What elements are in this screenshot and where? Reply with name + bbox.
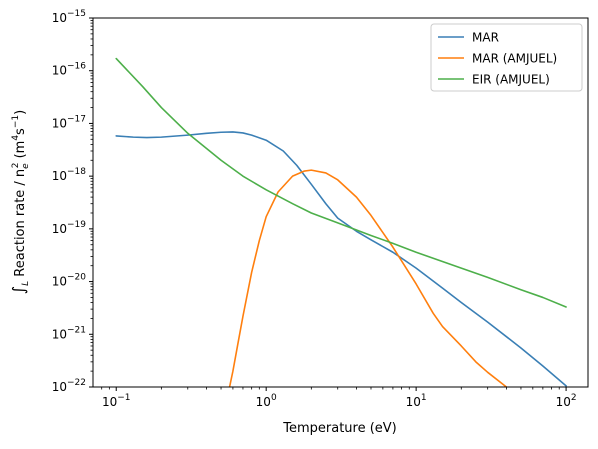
y-tick-label-3: 10−19 [52, 220, 87, 236]
y-axis-label-integral: ∫ [9, 286, 28, 294]
legend: MAR MAR (AMJUEL) EIR (AMJUEL) [430, 23, 583, 92]
y-axis-label-units-open: (m [13, 141, 28, 163]
y-tick-label-7: 10−15 [52, 9, 86, 25]
series-line-1 [228, 169, 508, 387]
y-tick-label-1: 10−21 [52, 325, 86, 341]
legend-entries: MAR MAR (AMJUEL) EIR (AMJUEL) [438, 31, 557, 87]
legend-label-2: EIR (AMJUEL) [472, 73, 550, 87]
x-axis-label: Temperature (eV) [282, 421, 397, 436]
y-axis-label-units-close: ) [13, 110, 28, 115]
y-axis-label-n-sub: e [21, 163, 31, 169]
y-tick-label-0: 10−22 [52, 378, 86, 394]
y-axis-label-units-sup1: 4 [11, 135, 21, 141]
y-axis-label-integral-sub: L [21, 281, 31, 286]
y-tick-label-6: 10−16 [52, 62, 87, 78]
x-tick-label-1: 100 [256, 393, 277, 409]
y-tick-label-5: 10−17 [52, 114, 86, 130]
y-axis-label: ∫L Reaction rate / ne2 (m4s−1) [9, 110, 31, 294]
x-axis-ticks: 10−1 100 101 102 [101, 387, 577, 409]
x-tick-label-2: 101 [406, 393, 427, 409]
series-line-2 [115, 57, 567, 308]
y-tick-label-2: 10−20 [52, 273, 87, 289]
legend-label-1: MAR (AMJUEL) [472, 52, 557, 66]
x-tick-label-3: 102 [556, 393, 577, 409]
x-tick-label-0: 10−1 [102, 393, 131, 409]
legend-box [430, 23, 583, 92]
y-tick-label-4: 10−18 [52, 167, 87, 183]
series-group [115, 57, 567, 387]
y-axis-label-units-mid: s [13, 128, 28, 135]
y-axis-label-units-sup2: −1 [11, 115, 21, 128]
y-axis-label-text: Reaction rate / n [13, 169, 28, 281]
y-axis-ticks: 10−22 10−21 10−20 10−19 10−18 10−17 10−16 10−15 [52, 9, 93, 394]
axes-frame [92, 17, 589, 388]
y-axis-label-n-sup: 2 [11, 163, 21, 169]
legend-label-0: MAR [472, 31, 499, 45]
